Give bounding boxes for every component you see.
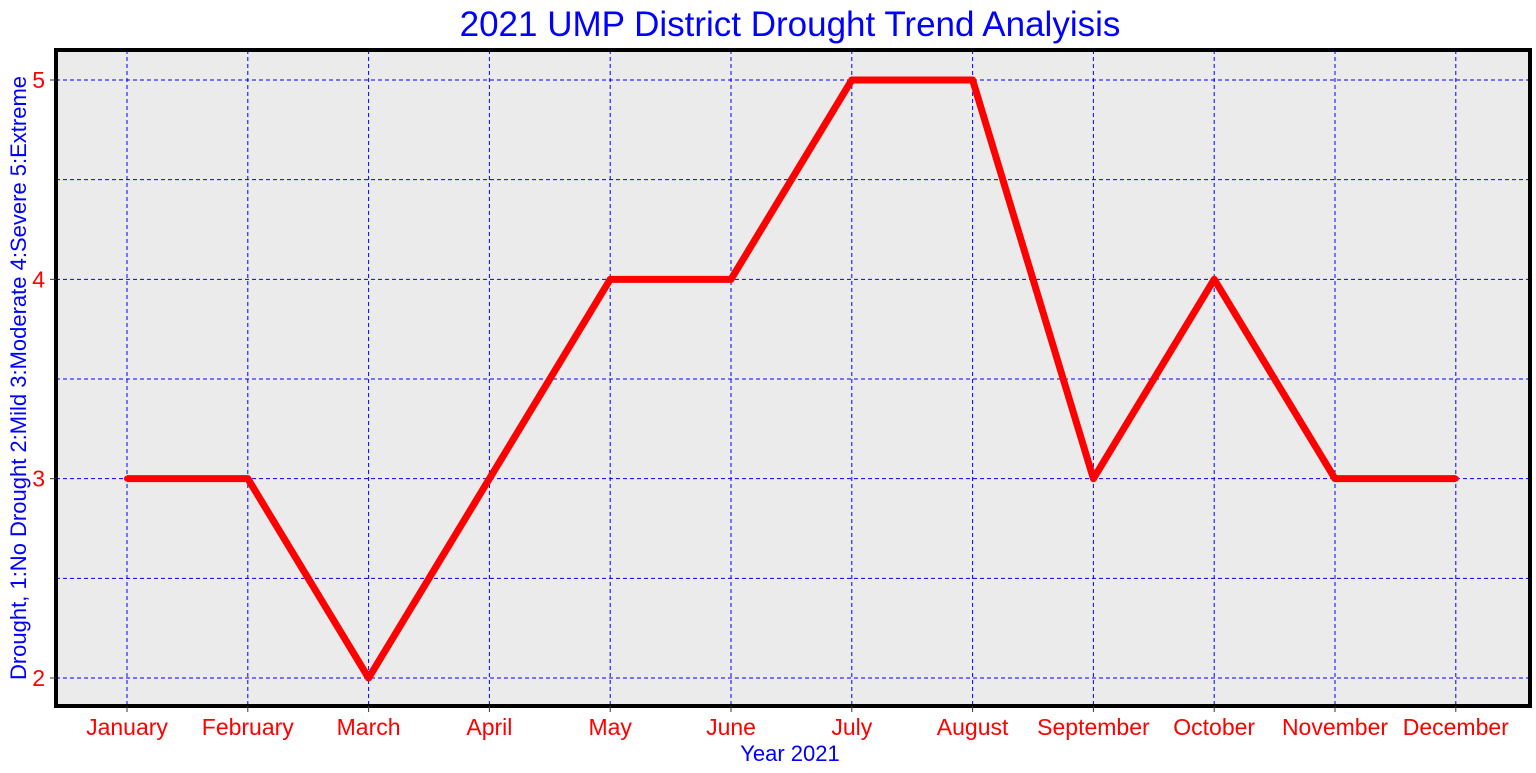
y-tick-label: 4 <box>32 266 45 292</box>
x-tick-label: November <box>1282 714 1388 740</box>
data-point <box>1211 276 1218 283</box>
x-tick-label: February <box>202 714 295 740</box>
y-tick-label: 2 <box>32 665 45 691</box>
x-tick-label: May <box>588 714 632 740</box>
y-tick-label: 5 <box>32 67 45 93</box>
data-point <box>244 475 251 482</box>
x-axis-tick-labels: January February March April May June July Augu… <box>86 706 1509 740</box>
y-axis-label: Drought, 1:No Drought 2:Mild 3:Moderate … <box>6 76 31 680</box>
series-layer <box>124 76 1459 682</box>
data-point <box>1452 475 1459 482</box>
data-point <box>728 276 734 283</box>
chart-title: 2021 UMP District Drought Trend Analyisi… <box>460 5 1121 44</box>
x-tick-label: December <box>1403 714 1509 740</box>
y-tick-label: 3 <box>32 466 45 492</box>
x-tick-label: January <box>86 714 168 740</box>
data-point <box>848 77 855 83</box>
y-axis-tick-labels: 2 3 4 5 <box>32 67 56 691</box>
data-point <box>607 276 614 283</box>
data-point <box>1090 475 1097 482</box>
data-point <box>365 675 372 681</box>
data-point <box>969 77 976 83</box>
x-axis-label: Year 2021 <box>740 741 840 766</box>
plot-panel <box>56 50 1530 706</box>
x-tick-label: August <box>937 714 1009 740</box>
x-tick-label: March <box>337 714 401 740</box>
x-tick-label: July <box>831 714 872 740</box>
x-tick-label: June <box>706 714 756 740</box>
plot-frame <box>54 48 1532 708</box>
data-point <box>1332 475 1338 482</box>
series-line <box>127 76 1456 682</box>
x-tick-label: October <box>1173 714 1255 740</box>
data-point <box>124 475 130 482</box>
x-tick-label: April <box>466 714 512 740</box>
data-point <box>486 475 493 482</box>
x-tick-label: September <box>1037 714 1150 740</box>
